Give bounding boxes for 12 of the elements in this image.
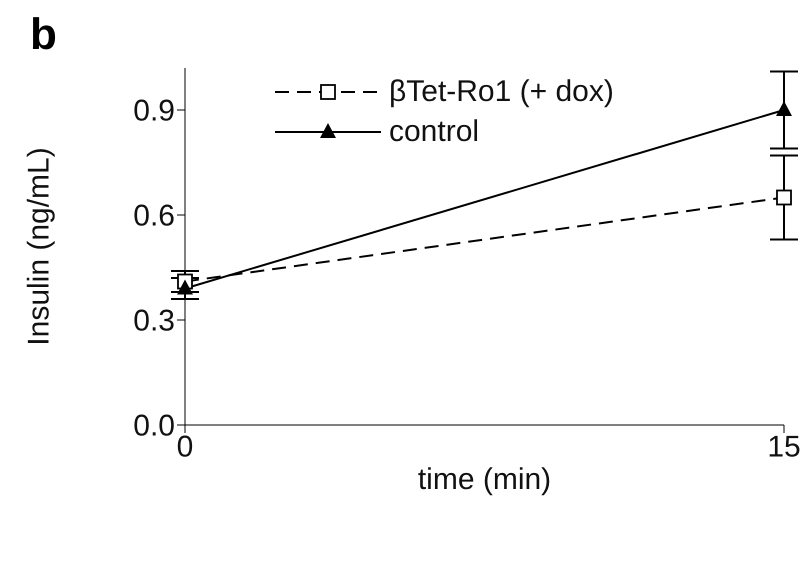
legend-label: control [389,114,480,150]
y-axis-title: Insulin (ng/mL) [22,147,56,346]
chart-title: b [30,10,57,60]
legend-label: βTet-Ro1 (+ dox) [389,74,614,110]
y-tick-label: 0.6 [133,200,175,233]
y-tick-label: 0.0 [133,410,175,443]
y-tick-label: 0.3 [133,304,175,338]
x-tick-label: 15 [767,430,801,464]
x-axis-title: time (min) [418,463,552,496]
point [776,190,792,206]
x-tick-label: 0 [176,430,194,464]
y-tick-label: 0.9 [133,94,175,128]
